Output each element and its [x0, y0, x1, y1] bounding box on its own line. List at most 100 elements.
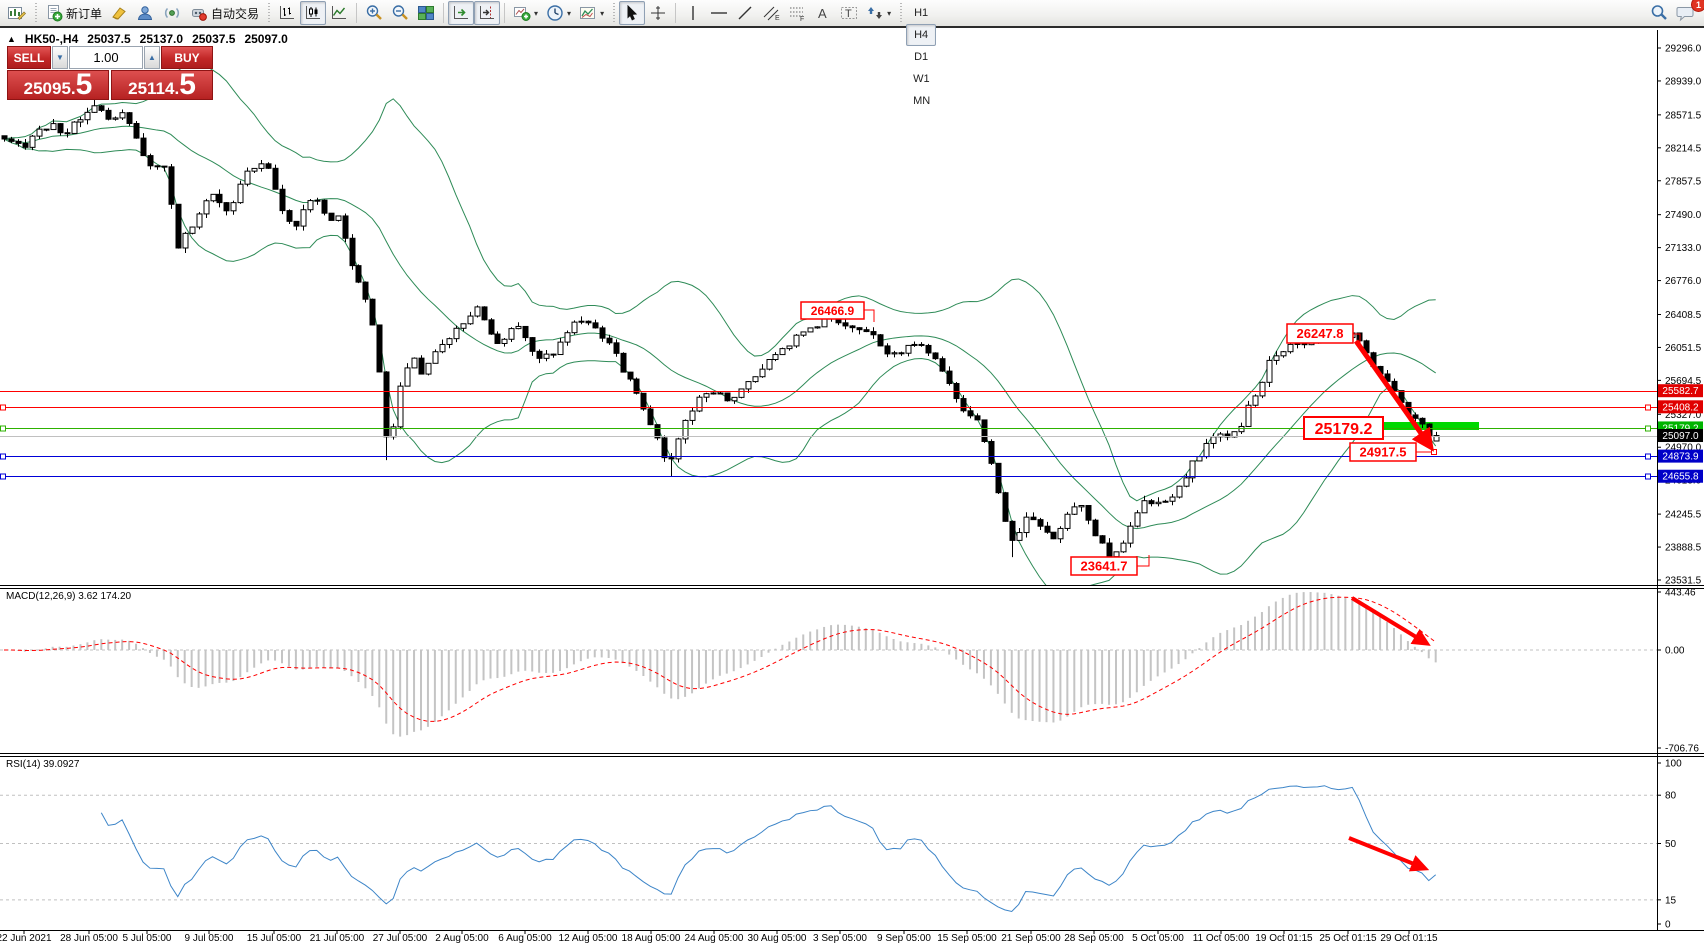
text-icon: A — [818, 6, 827, 21]
trend-arrow[interactable] — [1348, 836, 1430, 872]
collapse-icon[interactable]: ▲ — [7, 34, 16, 44]
rsi-indicator-label: RSI(14) 39.0927 — [6, 759, 80, 770]
svg-text:15 Sep 05:00: 15 Sep 05:00 — [937, 933, 997, 944]
tile-windows-button[interactable] — [413, 1, 439, 25]
svg-text:5 Jul 05:00: 5 Jul 05:00 — [123, 933, 172, 944]
profile-button[interactable] — [132, 1, 158, 25]
text-label-tool-button[interactable]: T — [836, 1, 862, 25]
timeframe-h1[interactable]: H1 — [906, 2, 936, 24]
candlestick-chart-button[interactable] — [300, 1, 327, 25]
buy-price[interactable]: 25114. 5 — [111, 70, 213, 100]
svg-text:9 Jul 05:00: 9 Jul 05:00 — [185, 933, 234, 944]
price-axis[interactable]: 29296.0 28939.0 28571.5 28214.5 27857.5 27490… — [1657, 44, 1702, 931]
templates-button[interactable]: ▾ — [575, 1, 608, 25]
svg-text:50: 50 — [1665, 839, 1677, 850]
trend-arrow[interactable] — [1353, 339, 1435, 452]
price-label-24917[interactable]: 24917.5 — [1349, 442, 1417, 462]
macd-signal-line — [3, 596, 1436, 722]
auto-trading-button[interactable]: 自动交易 — [186, 1, 263, 25]
indicators-button[interactable]: ▾ — [509, 1, 542, 25]
volume-decrease-button[interactable]: ▼ — [52, 46, 68, 69]
toolbar-grip — [33, 3, 38, 23]
svg-text:27 Jul 05:00: 27 Jul 05:00 — [373, 933, 428, 944]
channel-tool-button[interactable]: E — [758, 1, 784, 25]
new-order-label: 新订单 — [66, 6, 103, 21]
periods-button[interactable]: ▾ — [542, 1, 575, 25]
annotation-connector — [1353, 333, 1361, 344]
auto-trading-icon — [192, 9, 207, 21]
svg-text:27133.0: 27133.0 — [1665, 243, 1702, 254]
channel-icon: E — [763, 6, 780, 21]
volume-input[interactable]: 1.00 — [69, 46, 143, 69]
new-chart-button[interactable] — [4, 1, 30, 25]
price-label-25179[interactable]: 25179.2 — [1303, 416, 1384, 440]
svg-text:25097.0: 25097.0 — [1662, 431, 1699, 442]
chevron-down-icon: ▾ — [534, 8, 539, 18]
svg-text:F: F — [800, 16, 804, 21]
clock-icon — [547, 5, 563, 21]
svg-text:28939.0: 28939.0 — [1665, 76, 1702, 87]
bar-chart-button[interactable] — [274, 1, 300, 25]
svg-text:100: 100 — [1665, 759, 1682, 770]
cursor-tool-button[interactable] — [619, 1, 646, 25]
signal-button[interactable] — [158, 1, 186, 25]
price-label-23641[interactable]: 23641.7 — [1070, 556, 1138, 576]
crosshair-tool-button[interactable] — [645, 1, 671, 25]
sell-price-pips: 5 — [75, 68, 93, 101]
trendline-tool-button[interactable] — [732, 1, 758, 25]
svg-text:21 Jul 05:00: 21 Jul 05:00 — [310, 933, 365, 944]
text-tool-button[interactable]: A — [810, 1, 836, 25]
trend-arrow[interactable] — [1350, 596, 1431, 646]
symbol-header: ▲ HK50-,H4 25037.5 25137.0 25037.5 25097… — [7, 32, 288, 46]
sell-price[interactable]: 25095. 5 — [7, 70, 109, 100]
timeframe-mn[interactable]: MN — [906, 90, 937, 112]
zoom-in-button[interactable] — [361, 1, 387, 25]
svg-text:24873.9: 24873.9 — [1662, 452, 1699, 463]
timeframe-h4[interactable]: H4 — [906, 24, 937, 46]
fibonacci-tool-button[interactable]: F — [784, 1, 810, 25]
horizontal-line-tool-button[interactable] — [706, 1, 732, 25]
macd-indicator-label: MACD(12,26,9) 3.62 174.20 — [6, 591, 132, 602]
notification-badge: 1 — [1691, 0, 1704, 12]
svg-text:25694.5: 25694.5 — [1665, 376, 1702, 387]
svg-text:26776.0: 26776.0 — [1665, 276, 1702, 287]
search-icon — [1651, 5, 1667, 20]
svg-text:443.46: 443.46 — [1665, 588, 1696, 599]
search-button[interactable] — [1646, 1, 1672, 25]
svg-text:25179.2: 25179.2 — [1662, 423, 1699, 434]
svg-text:18 Aug 05:00: 18 Aug 05:00 — [622, 933, 681, 944]
toolbar-grip — [611, 3, 617, 23]
candlestick-chart-icon — [306, 6, 321, 19]
zoom-out-button[interactable] — [387, 1, 413, 25]
new-order-button[interactable]: 新订单 — [41, 1, 106, 25]
arrows-tool-button[interactable]: ▾ — [862, 1, 895, 25]
buy-button[interactable]: BUY — [161, 46, 213, 69]
vertical-line-tool-button[interactable] — [680, 1, 706, 25]
sell-button[interactable]: SELL — [7, 46, 51, 69]
timeframe-w1[interactable]: W1 — [906, 68, 937, 90]
tile-windows-icon — [418, 6, 435, 20]
svg-text:27490.0: 27490.0 — [1665, 210, 1702, 221]
auto-scroll-button[interactable] — [448, 1, 475, 25]
template-icon — [580, 7, 596, 19]
toolbar-grip — [266, 3, 272, 23]
volume-increase-button[interactable]: ▲ — [144, 46, 160, 69]
trendline-icon — [738, 6, 752, 20]
svg-text:25408.2: 25408.2 — [1662, 402, 1699, 413]
price-label-26466[interactable]: 26466.9 — [800, 301, 865, 320]
line-chart-button[interactable] — [326, 1, 352, 25]
vertical-line-icon — [692, 6, 694, 20]
styler-button[interactable] — [106, 1, 132, 25]
chart-shift-button[interactable] — [474, 1, 501, 25]
svg-text:15 Jul 05:00: 15 Jul 05:00 — [247, 933, 302, 944]
time-axis[interactable]: 22 Jun 2021 28 Jun 05:00 5 Jul 05:00 9 Jul … — [0, 930, 1438, 944]
cursor-icon — [627, 5, 638, 21]
timeframe-d1[interactable]: D1 — [906, 46, 936, 68]
ohlc-low: 25037.5 — [192, 32, 236, 46]
new-chart-icon — [8, 7, 26, 20]
timeframe-bar: M1 M5 M15 M30 H1 H4 D1 W1 MN — [906, 0, 941, 112]
crosshair-icon — [651, 6, 666, 20]
price-label-26247[interactable]: 26247.8 — [1286, 323, 1354, 344]
